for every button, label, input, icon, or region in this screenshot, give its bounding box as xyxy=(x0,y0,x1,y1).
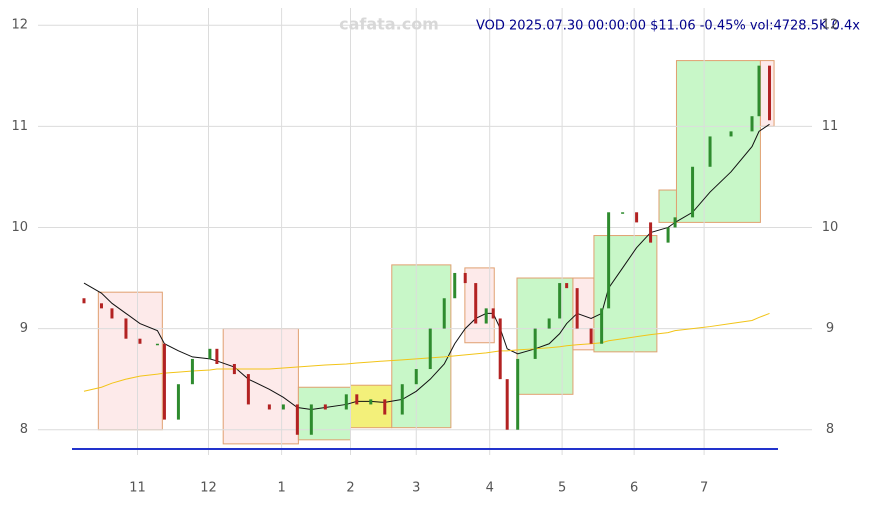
candle xyxy=(309,404,313,435)
candle xyxy=(708,136,712,167)
y-tick-label: 12 xyxy=(822,18,839,33)
candle xyxy=(516,358,520,430)
candle xyxy=(155,343,159,346)
zone xyxy=(297,386,352,441)
candle xyxy=(369,399,373,405)
candle xyxy=(190,358,194,385)
candle xyxy=(757,65,761,117)
candle xyxy=(442,298,446,329)
chart-title: VOD 2025.07.30 00:00:00 $11.06 -0.45% vo… xyxy=(476,19,860,34)
zone xyxy=(675,60,761,223)
candle xyxy=(414,369,418,385)
candle xyxy=(491,308,495,319)
x-tick-label: 7 xyxy=(700,481,708,496)
candle xyxy=(635,212,639,223)
candle xyxy=(176,384,180,420)
candle xyxy=(232,363,236,375)
candle xyxy=(666,227,670,243)
candle xyxy=(600,308,604,344)
candle xyxy=(99,303,103,309)
zone xyxy=(516,277,574,395)
candle xyxy=(383,399,387,415)
y-tick-label: 8 xyxy=(20,422,28,437)
moving-average xyxy=(83,123,770,410)
candle xyxy=(533,328,537,359)
x-tick-label: 4 xyxy=(486,481,494,496)
moving-average xyxy=(83,312,770,392)
candle xyxy=(474,283,478,324)
candle xyxy=(484,308,488,324)
y-tick-label: 9 xyxy=(20,321,28,336)
zone xyxy=(222,328,299,445)
candle xyxy=(124,318,128,339)
candle xyxy=(323,404,327,410)
candle xyxy=(649,222,653,243)
candle xyxy=(729,131,733,137)
y-tick-label: 10 xyxy=(11,220,28,235)
watermark: cafata.com xyxy=(339,15,439,34)
candle xyxy=(575,288,579,329)
candle xyxy=(505,379,509,430)
y-tick-label: 12 xyxy=(11,18,28,33)
x-tick-label: 2 xyxy=(346,481,354,496)
candle xyxy=(215,348,219,364)
candle xyxy=(82,298,86,304)
y-tick-label: 8 xyxy=(826,422,834,437)
y-tick-label: 10 xyxy=(822,220,839,235)
x-tick-label: 3 xyxy=(412,481,420,496)
x-tick-label: 12 xyxy=(200,481,217,496)
candle xyxy=(428,328,432,370)
candle xyxy=(768,65,772,121)
candle xyxy=(110,308,114,319)
candle xyxy=(281,404,285,410)
candle xyxy=(673,217,677,228)
y-tick-label: 11 xyxy=(11,119,28,134)
zone xyxy=(97,291,163,431)
candle xyxy=(607,212,611,309)
candle xyxy=(400,384,404,415)
zone xyxy=(759,60,775,127)
candle xyxy=(589,328,593,344)
candle xyxy=(355,394,359,405)
x-tick-label: 6 xyxy=(630,481,638,496)
candle xyxy=(463,272,467,284)
x-tick-label: 5 xyxy=(558,481,566,496)
candle xyxy=(295,404,299,435)
candle xyxy=(750,116,754,132)
candle xyxy=(565,283,569,289)
zone xyxy=(391,264,452,429)
candle xyxy=(267,404,271,410)
x-tick-label: 1 xyxy=(277,481,285,496)
candle xyxy=(547,318,551,329)
y-tick-label: 9 xyxy=(826,321,834,336)
candle xyxy=(691,166,695,218)
candle xyxy=(498,318,502,380)
candle xyxy=(621,212,625,214)
candle xyxy=(208,348,212,359)
candle xyxy=(453,272,457,299)
candle xyxy=(558,283,562,319)
candle xyxy=(138,338,142,344)
candle xyxy=(246,374,250,405)
y-tick-label: 11 xyxy=(822,119,839,134)
candle xyxy=(344,394,348,410)
candle xyxy=(162,343,166,420)
x-tick-label: 11 xyxy=(129,481,146,496)
zone xyxy=(593,235,658,353)
